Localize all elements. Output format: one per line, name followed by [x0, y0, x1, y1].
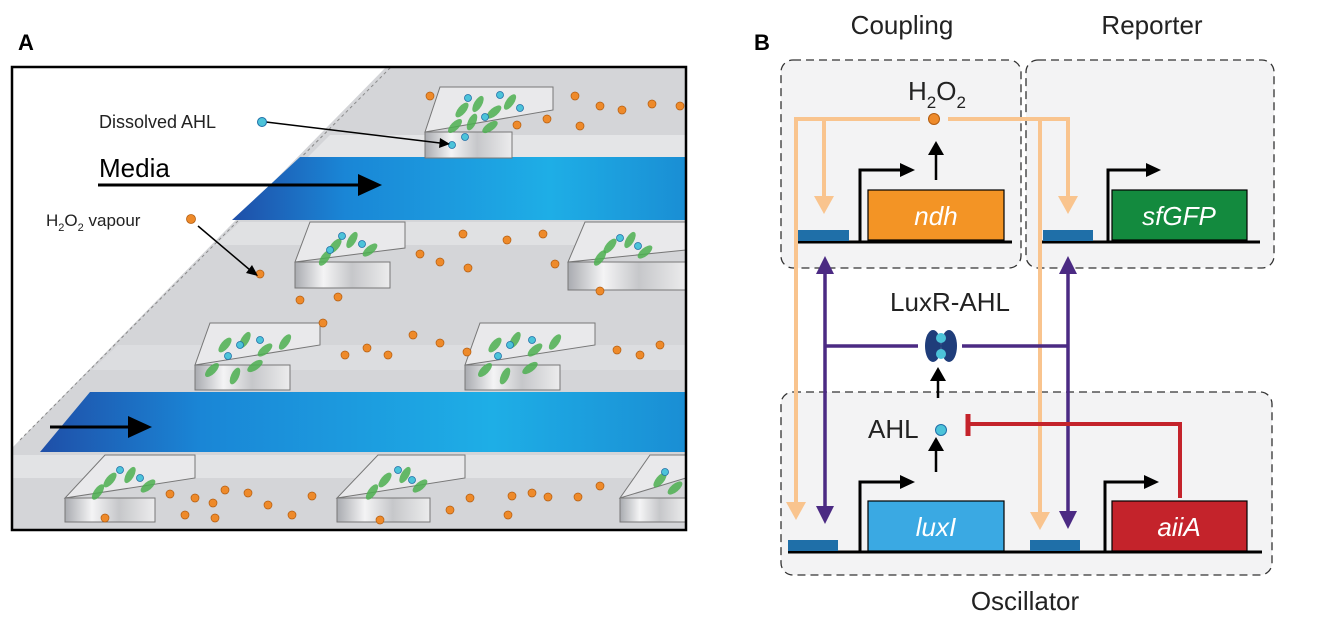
gene-luxi-label: luxI: [916, 512, 956, 542]
h2o2-vapour-marker: [186, 214, 196, 224]
h2o2-signal-arrowheads: [786, 196, 1078, 530]
gene-ndh: [867, 189, 1005, 241]
ahl-molecules: [116, 91, 669, 484]
production-arrowhead: [928, 141, 946, 451]
media-flow-arrowhead: [358, 174, 382, 196]
h2o2-vapour-label: H2O2 vapour: [46, 211, 141, 234]
luxr-ahl-arrowheads: [816, 256, 1077, 529]
media-channel-lower: [40, 392, 686, 452]
luxr-ahl-activation-arrows: [823, 270, 1070, 515]
promoter: [1030, 540, 1080, 551]
gene-sfgfp-label: sfGFP: [1142, 201, 1216, 231]
media-channel-upper: [232, 157, 686, 220]
gene-luxi: [867, 500, 1005, 552]
coupling-title: Coupling: [851, 10, 954, 40]
pointer-arrow: [197, 225, 251, 271]
media-label: Media: [99, 153, 170, 183]
pointer-arrow: [265, 121, 441, 144]
ahl-dot: [935, 424, 947, 436]
promoter: [797, 230, 849, 241]
luxr-ahl-label: LuxR-AHL: [890, 287, 1010, 317]
panel-b-label: B: [754, 30, 770, 55]
gene-sfgfp: [1111, 189, 1248, 241]
dissolved-ahl-label: Dissolved AHL: [99, 112, 216, 132]
h2o2-label: H2O2: [908, 76, 966, 112]
bacterial-cells: [91, 94, 683, 500]
panel-a-frame: [10, 65, 688, 532]
h2o2-dot: [928, 113, 940, 125]
gene-ndh-label: ndh: [914, 201, 957, 231]
aiia-repression-line: [970, 422, 1182, 498]
ahl-label: AHL: [868, 414, 919, 444]
gene-aiia-label: aiiA: [1157, 512, 1200, 542]
dissolved-ahl-marker: [257, 117, 267, 127]
h2o2-molecules: [100, 91, 685, 525]
oscillator-title: Oscillator: [971, 586, 1080, 616]
device-edge-dashed: [19, 67, 392, 441]
device-background: [12, 67, 386, 448]
panel-a-label: A: [18, 30, 34, 55]
gene-aiia: [1111, 500, 1248, 552]
cell-chamber: [194, 322, 321, 391]
h2o2-signal-arrows: [794, 117, 1070, 515]
promoter: [788, 540, 838, 551]
reporter-title: Reporter: [1101, 10, 1202, 40]
tss-arrow: [858, 168, 1148, 552]
promoter: [1043, 230, 1093, 241]
tss-arrowhead: [900, 163, 1161, 489]
luxr-ahl-complex-icon: [925, 330, 957, 362]
media-flow-arrowhead: [128, 416, 152, 438]
production-arrow: [934, 152, 940, 472]
cell-chamber: [618, 454, 686, 523]
